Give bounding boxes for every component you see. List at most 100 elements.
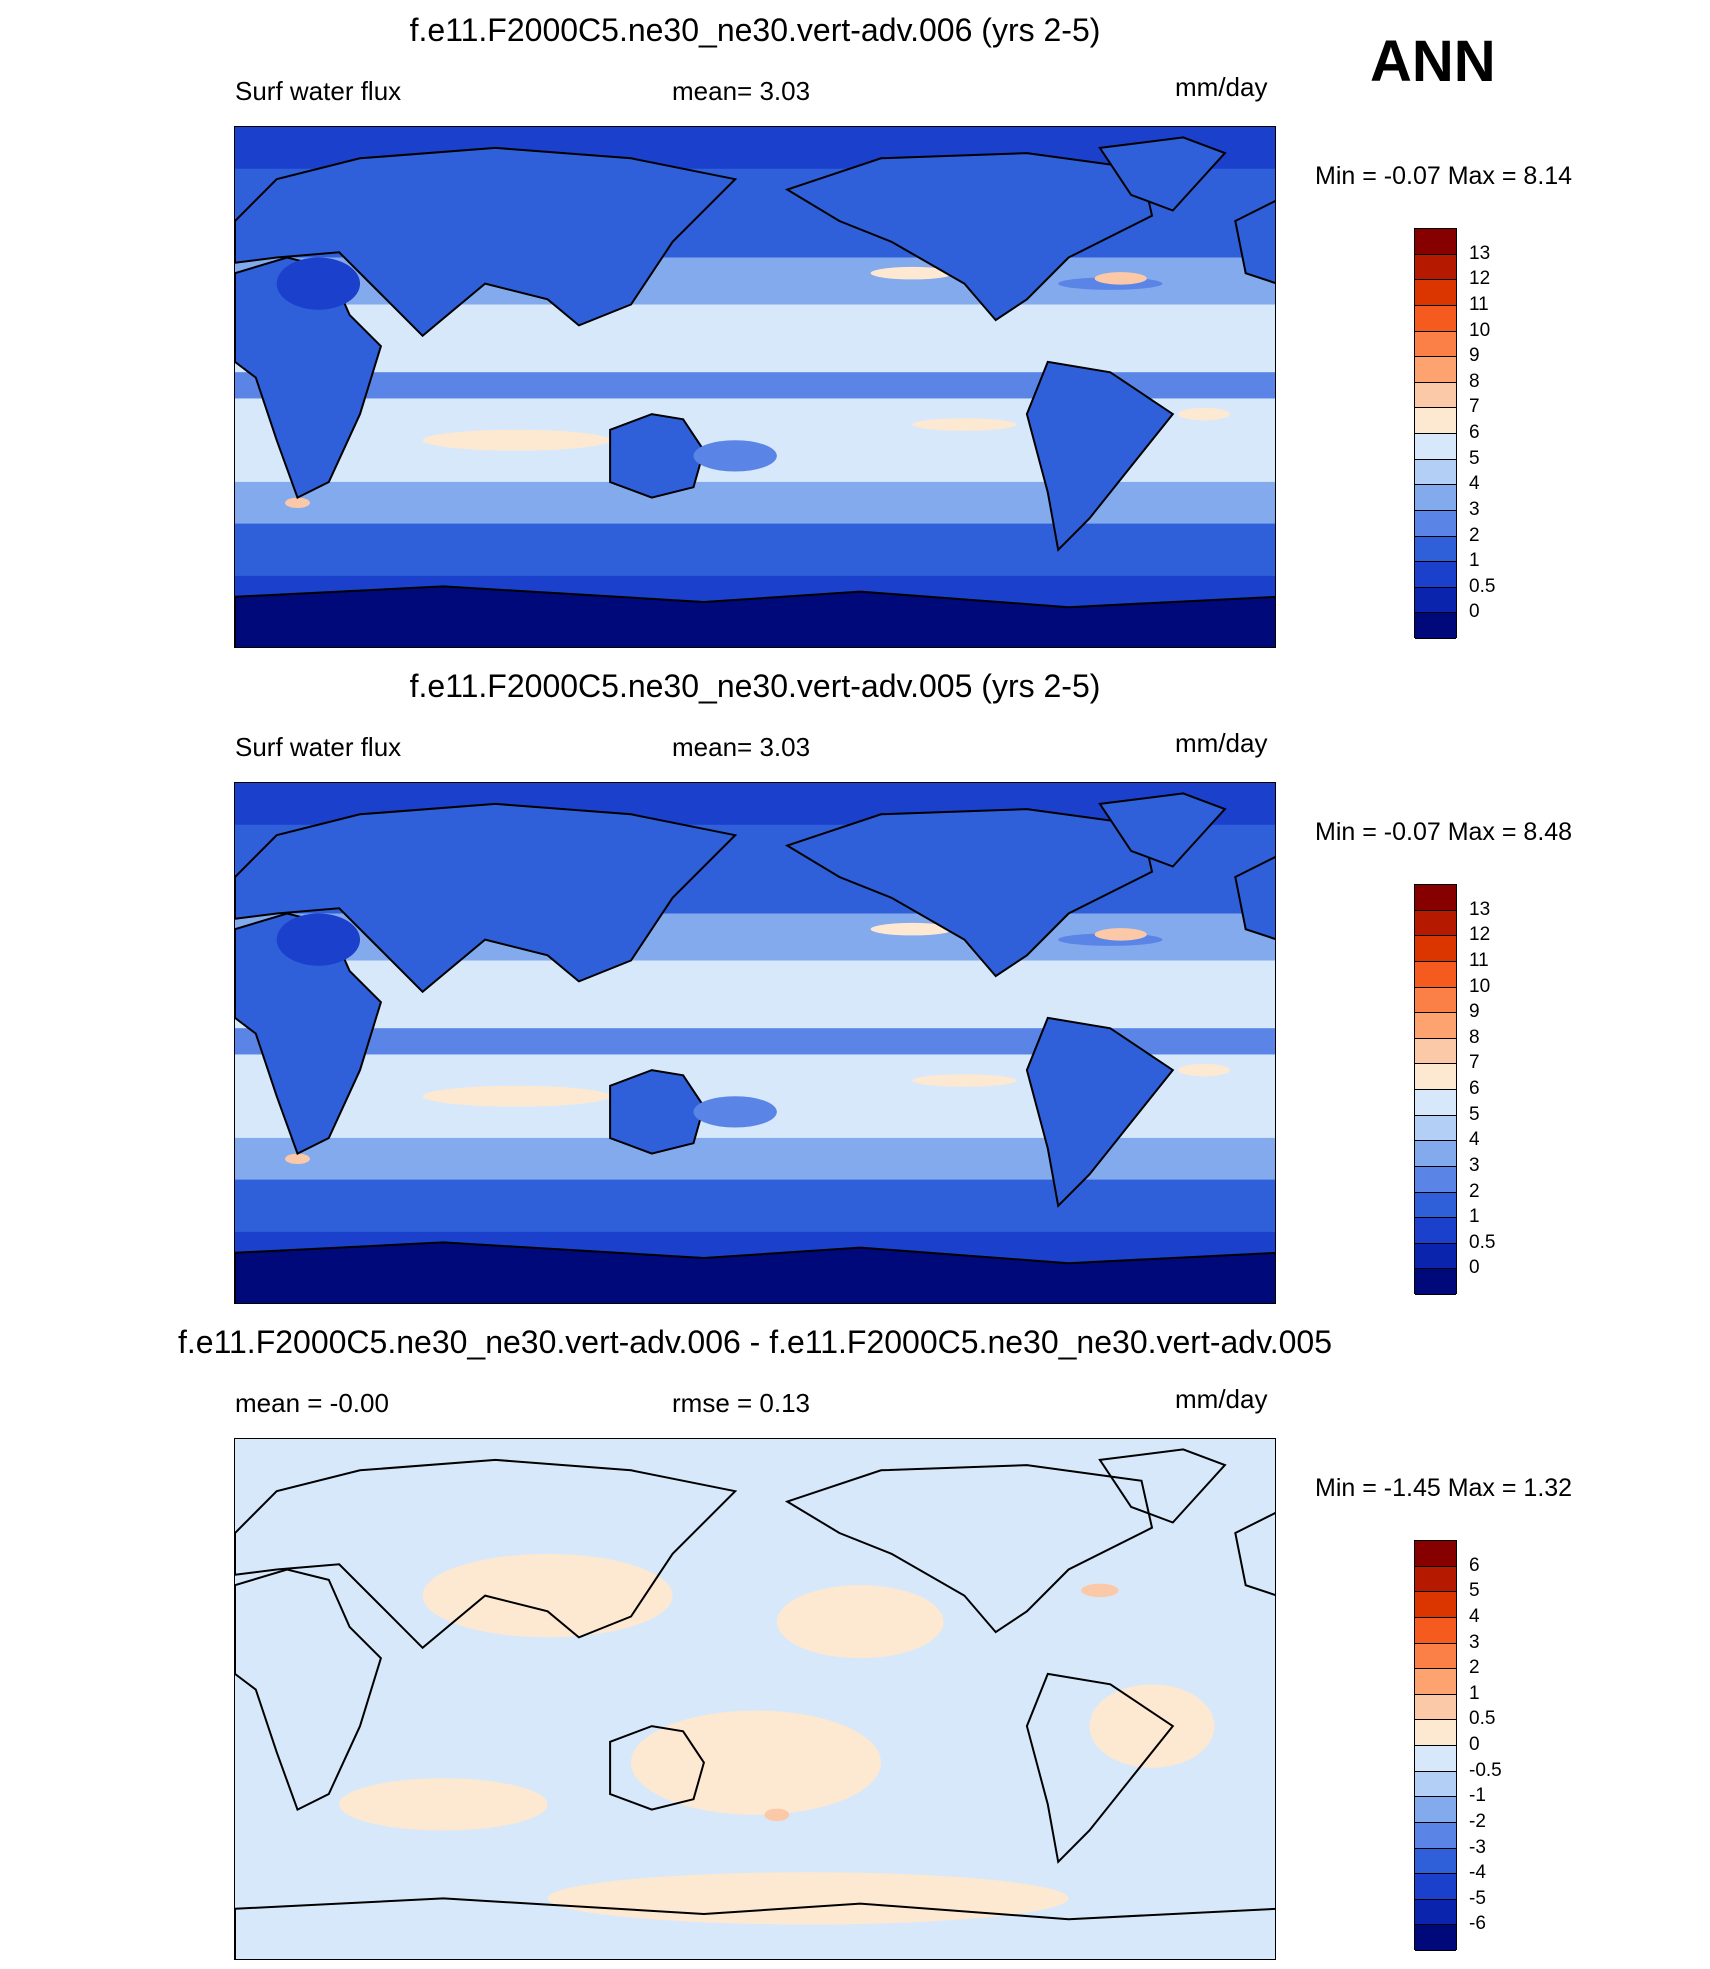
- colorbar-box: [1415, 1822, 1456, 1849]
- colorbar-label: -1: [1469, 1785, 1486, 1807]
- colorbar-box: [1415, 1192, 1456, 1219]
- colorbar-label: 5: [1469, 1103, 1480, 1125]
- colorbar-box: [1415, 1013, 1456, 1039]
- colorbar-box: [1415, 1218, 1456, 1244]
- high-flux-agulhas: [285, 497, 311, 509]
- band-tropic-n: [235, 960, 1275, 1029]
- panel1-colorbar: [1414, 228, 1457, 639]
- colorbar-label: 8: [1469, 370, 1480, 392]
- colorbar-box: [1415, 1643, 1456, 1670]
- colorbar-label: 1: [1469, 550, 1480, 572]
- high-flux-pacific-south: [912, 418, 1017, 431]
- coastline-greenland: [1098, 136, 1227, 212]
- map-canvas: [235, 127, 1275, 647]
- high-flux-pacific-north: [870, 922, 954, 936]
- colorbar-box: [1415, 1038, 1456, 1065]
- colorbar-box: [1415, 910, 1456, 937]
- diff-positive-indian: [339, 1778, 548, 1831]
- dry-sahara: [276, 257, 361, 310]
- colorbar-label: -0.5: [1469, 1759, 1502, 1781]
- panel2-map: [234, 782, 1276, 1304]
- colorbar-box: [1415, 1797, 1456, 1823]
- colorbar-box: [1415, 936, 1456, 962]
- colorbar-box: [1415, 1771, 1456, 1798]
- panel2-mean-label: mean= 3.03: [672, 732, 811, 762]
- coastline-africa: [235, 1568, 383, 1811]
- colorbar-box: [1415, 1592, 1456, 1618]
- panel2-title: f.e11.F2000C5.ne30_ne30.vert-adv.005 (yr…: [409, 668, 1101, 704]
- colorbar-box: [1415, 1899, 1456, 1926]
- coastline-antarctica: [235, 585, 1275, 647]
- colorbar-box: [1415, 1064, 1456, 1090]
- panel3-map: [234, 1438, 1276, 1960]
- diff-positive-atlantic: [1089, 1684, 1215, 1768]
- colorbar-box: [1415, 1166, 1456, 1193]
- colorbar-box: [1415, 613, 1456, 639]
- colorbar-label: 12: [1469, 924, 1491, 946]
- colorbar-label: 9: [1469, 1001, 1480, 1023]
- coastline-north-america: [784, 808, 1154, 978]
- coastline-europe-west: [1234, 855, 1275, 940]
- colorbar-label: 6: [1469, 1554, 1480, 1576]
- colorbar-label: 10: [1469, 975, 1491, 997]
- band-southern-ocean: [235, 1179, 1275, 1232]
- colorbar-box: [1415, 254, 1456, 281]
- colorbar-label: 11: [1469, 949, 1489, 971]
- colorbar-box: [1415, 1874, 1456, 1900]
- panel1-minmax: Min = -0.07 Max = 8.14: [1315, 162, 1573, 190]
- coastline-north-america: [784, 1464, 1154, 1634]
- colorbar-box: [1415, 280, 1456, 306]
- colorbar-label: 4: [1469, 1605, 1480, 1627]
- colorbar-label: 4: [1469, 473, 1480, 495]
- high-flux-agulhas: [285, 1153, 311, 1165]
- colorbar-box: [1415, 1720, 1456, 1746]
- colorbar-box: [1415, 408, 1456, 434]
- colorbar-label: 10: [1469, 319, 1491, 341]
- panel3-colorbar: [1414, 1540, 1457, 1951]
- colorbar-label: 1: [1469, 1206, 1480, 1228]
- diff-positive-asia: [422, 1553, 673, 1638]
- colorbar-label: 3: [1469, 1631, 1480, 1653]
- high-flux-indian-ocean: [422, 1085, 611, 1107]
- high-flux-atlantic-south: [1178, 1063, 1231, 1077]
- panel3-units: mm/day: [1175, 1384, 1268, 1414]
- coastline-eurasia: [235, 146, 738, 338]
- panel1-units: mm/day: [1175, 72, 1268, 102]
- colorbar-box: [1415, 587, 1456, 614]
- band-subtropic-s: [235, 1137, 1275, 1180]
- coastline-australia: [609, 1725, 705, 1811]
- coastline-eurasia: [235, 1458, 738, 1650]
- colorbar-label: 3: [1469, 1154, 1480, 1176]
- colorbar-label: -6: [1469, 1913, 1486, 1935]
- panel2-colorbar: [1414, 884, 1457, 1295]
- high-flux-indian-ocean: [422, 429, 611, 451]
- colorbar-box: [1415, 1617, 1456, 1644]
- colorbar-label: 0: [1469, 1734, 1480, 1755]
- band-subtropic-s: [235, 481, 1275, 524]
- panel1-mean-label: mean= 3.03: [672, 76, 811, 106]
- colorbar-label: 0: [1469, 601, 1480, 623]
- colorbar-label: -5: [1469, 1887, 1486, 1909]
- panel3-mean-label: mean = -0.00: [235, 1388, 389, 1418]
- colorbar-label: 8: [1469, 1026, 1480, 1048]
- colorbar-box: [1415, 1566, 1456, 1593]
- colorbar-box: [1415, 562, 1456, 588]
- diff-positive-pacific: [776, 1585, 944, 1659]
- colorbar-label: -2: [1469, 1810, 1486, 1832]
- band-tropic-n: [235, 304, 1275, 373]
- colorbar-label: 6: [1469, 1078, 1480, 1099]
- colorbar-box: [1415, 1848, 1456, 1875]
- colorbar-label: 6: [1469, 422, 1480, 443]
- coastline-north-america: [784, 152, 1154, 322]
- panel3-rmse-label: rmse = 0.13: [672, 1388, 811, 1418]
- colorbar-box: [1415, 1746, 1456, 1772]
- coastline-australia: [609, 1069, 705, 1155]
- colorbar-label: 7: [1469, 396, 1480, 418]
- band-diff-base: [235, 1439, 1275, 1959]
- colorbar-box: [1415, 1669, 1456, 1695]
- colorbar-box: [1415, 1541, 1456, 1567]
- colorbar-box: [1415, 331, 1456, 358]
- panel3-title: f.e11.F2000C5.ne30_ne30.vert-adv.006 - f…: [178, 1324, 1332, 1360]
- colorbar-label: 7: [1469, 1052, 1480, 1074]
- colorbar-box: [1415, 885, 1456, 911]
